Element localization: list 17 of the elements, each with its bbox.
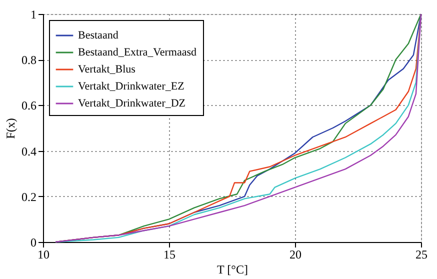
legend-label: Vertakt_Drinkwater_EZ	[78, 80, 185, 92]
legend-label: Bestaand	[78, 30, 119, 42]
x-axis-title: T [°C]	[217, 262, 248, 276]
legend-label: Bestaand_Extra_Vermaasd	[78, 46, 198, 58]
x-tick-label: 20	[290, 248, 302, 262]
x-tick-label: 25	[416, 248, 428, 262]
y-tick-label: 0.4	[22, 144, 36, 158]
x-tick-label: 15	[164, 248, 176, 262]
legend-label: Vertakt_Drinkwater_DZ	[78, 98, 186, 110]
y-tick-label: 0.8	[22, 53, 36, 68]
y-tick-label: 0.6	[22, 98, 36, 113]
x-tick-label: 10	[38, 248, 50, 262]
y-tick-label: 0.2	[22, 190, 36, 204]
y-tick-label: 1	[30, 8, 36, 22]
y-tick-label: 0	[30, 236, 36, 250]
y-axis-title: F(x)	[4, 118, 18, 139]
legend-label: Vertakt_Blus	[78, 64, 136, 76]
